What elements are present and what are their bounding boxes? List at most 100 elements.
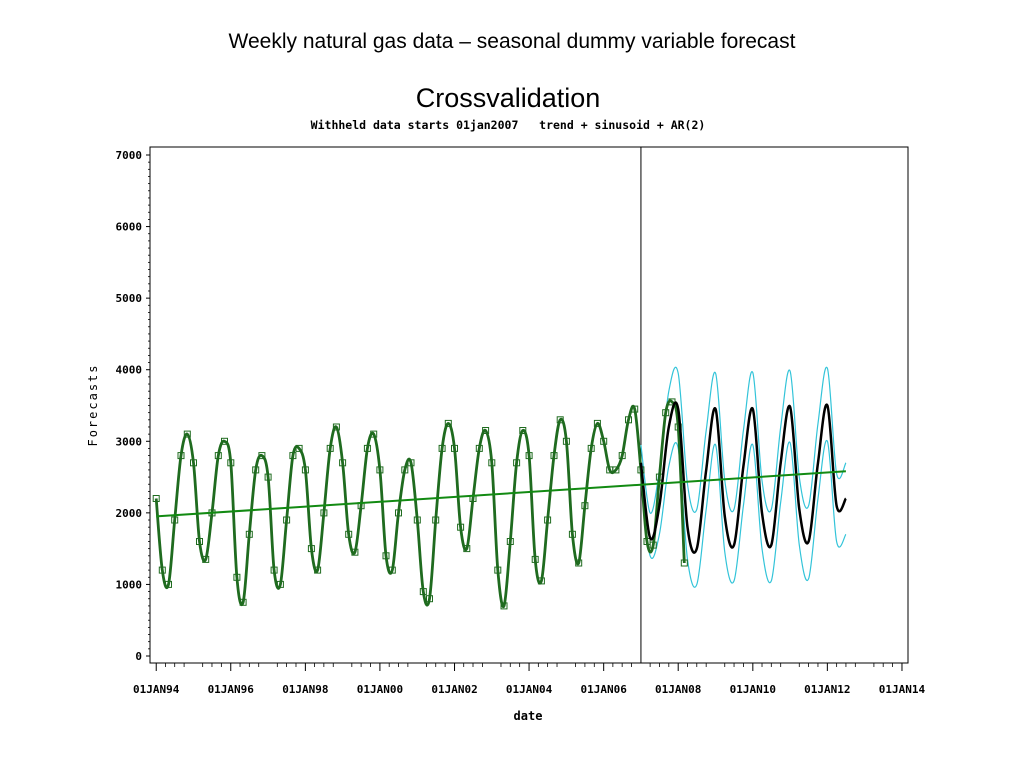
plot-frame [149,146,909,664]
observed-point [245,530,253,538]
chart-subtitle: Withheld data starts 01jan2007 trend + s… [311,118,706,132]
observed-point [370,430,378,438]
y-tick-label: 1000 [116,578,143,591]
x-tick-label: 01JAN10 [730,683,776,696]
observed-point [320,509,328,517]
y-tick-label: 7000 [116,149,143,162]
observed-point [662,409,670,417]
y-tick-label: 5000 [116,292,143,305]
observed-point [407,459,415,467]
observed-point [612,466,620,474]
observed-point [494,566,502,574]
observed-line [154,399,686,609]
observed-point [395,509,402,517]
observed-point [158,566,166,574]
observed-point [196,538,203,545]
observed-point [482,427,490,434]
observed-point [525,452,533,460]
x-tick-label: 01JAN08 [655,683,701,696]
observed-point [463,545,471,553]
observed-point [537,577,545,585]
x-tick-label: 01JAN00 [357,683,403,696]
observed-point [289,452,297,460]
observed-point [444,419,452,427]
observed-point [221,437,228,445]
x-tick-label: 01JAN94 [133,683,180,696]
observed-point [283,516,291,524]
observed-point [413,516,421,524]
x-axis: 01JAN94 01JAN96 01JAN98 01JAN00 01JAN02 01JAN… [133,662,926,696]
observed-point [519,427,527,434]
observed-point [506,538,514,545]
observed-point [339,459,347,467]
y-tick-label: 4000 [116,364,143,377]
observed-point [513,459,521,467]
observed-point [618,452,626,460]
slide-title: Weekly natural gas data – seasonal dummy… [228,30,796,53]
observed-point [202,555,210,563]
observed-point [295,444,303,452]
observed-point [488,459,496,467]
observed-point [239,598,247,606]
x-tick-label: 01JAN98 [282,683,328,696]
series-layer [152,147,847,663]
observed-point [680,559,688,567]
x-tick-label: 01JAN02 [431,683,477,696]
observed-point [438,444,446,452]
observed-point [600,437,608,445]
x-tick-label: 01JAN14 [879,683,926,696]
observed-point [544,516,552,524]
observed-point [643,538,651,545]
observed-point [556,416,564,424]
observed-point [593,419,601,427]
observed-point [314,566,322,574]
observed-point [301,466,309,474]
observed-point [500,602,508,610]
x-tick-label: 01JAN12 [804,683,850,696]
observed-point [401,466,409,474]
observed-point [214,452,222,460]
observed-point [307,545,315,553]
x-axis-label: date [514,709,543,723]
observed-point [152,495,160,502]
observed-point [177,452,185,460]
observed-point [264,473,272,481]
y-tick-label: 2000 [116,507,143,520]
observed-point [550,452,558,460]
observed-point [270,566,278,574]
y-axis: 0 1000 2000 3000 4000 5000 6000 7000 [116,149,150,663]
x-tick-label: 01JAN04 [506,683,553,696]
observed-point [258,452,266,460]
forecast-line [639,401,847,554]
observed-point [419,588,427,596]
trend-line [156,470,846,518]
observed-point [376,466,384,474]
y-tick-label: 0 [135,650,142,663]
observed-point [581,502,589,510]
observed-point [426,595,433,603]
observed-point [351,548,359,556]
observed-point [432,516,440,524]
y-axis-label: Forecasts [86,363,100,446]
observed-point [531,555,539,563]
observed-point [171,516,179,524]
x-tick-label: 01JAN06 [580,683,627,696]
observed-point [252,466,260,474]
observed-point [568,530,576,538]
observed-point [227,459,235,467]
y-tick-label: 6000 [116,221,143,234]
observed-point [631,405,639,413]
observed-point [183,430,191,438]
observed-point [451,444,458,452]
observed-point [457,523,465,531]
observed-point [562,437,570,445]
observed-point [382,552,390,560]
observed-point [475,444,483,452]
observed-point [165,580,172,588]
observed-point [276,580,284,588]
observed-point [345,530,353,538]
observed-point [575,559,583,567]
chart-title: Crossvalidation [416,83,601,113]
observed-point [233,573,241,581]
